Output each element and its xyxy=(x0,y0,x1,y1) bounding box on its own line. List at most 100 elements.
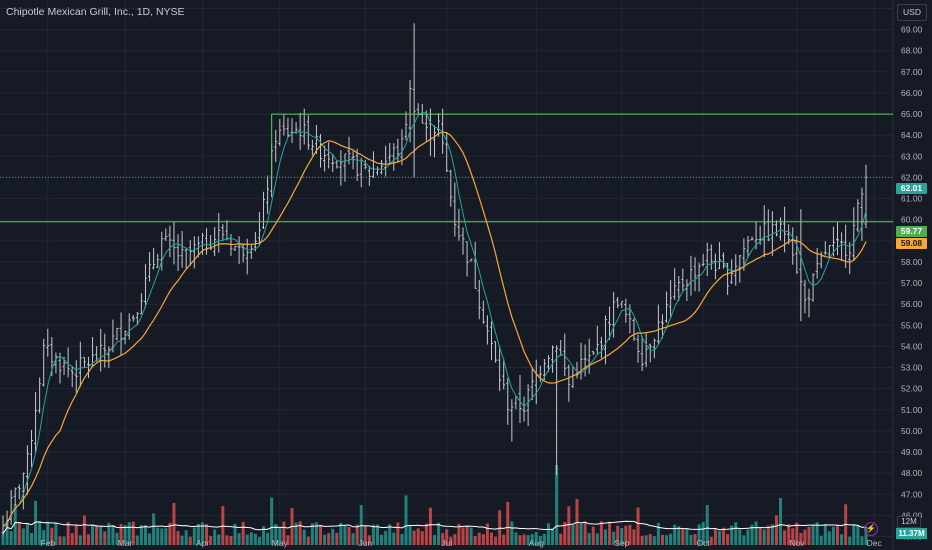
moving-averages xyxy=(2,111,867,527)
volume-bar xyxy=(205,524,209,545)
volume-bar xyxy=(58,536,62,545)
fast-ma-line xyxy=(2,111,867,527)
volume-bar xyxy=(648,534,652,545)
time-axis[interactable]: Feb Mar Apr May Jun Jul Aug Sep Oct Nov Dec xyxy=(40,538,882,548)
volume-bar xyxy=(738,529,742,545)
volume-bar xyxy=(852,524,856,545)
volume-bar xyxy=(709,536,713,545)
volume-bar xyxy=(274,524,278,545)
volume-bar xyxy=(526,535,530,545)
volume-bar xyxy=(494,536,498,545)
volume-bar xyxy=(477,532,481,545)
volume-bar xyxy=(441,533,445,545)
volume-bar xyxy=(253,533,257,545)
volume-bar xyxy=(176,531,180,545)
volume-bar xyxy=(534,531,538,545)
volume-bar xyxy=(168,522,172,545)
volume-bar xyxy=(396,522,400,545)
volume-bar xyxy=(803,529,807,545)
volume-bar xyxy=(705,505,709,545)
y-tick-label: 53.00 xyxy=(901,363,923,373)
volume-bar xyxy=(754,521,758,545)
volume-bar xyxy=(579,523,583,545)
volume-bar xyxy=(644,535,648,545)
volume-bar xyxy=(225,535,229,545)
volume-bar xyxy=(21,528,25,545)
volume-bar xyxy=(392,532,396,545)
volume-bar xyxy=(599,521,603,545)
volume-bar xyxy=(115,532,119,545)
volume-bar xyxy=(848,536,852,545)
y-tick-label: 68.00 xyxy=(901,46,923,56)
volume-bar xyxy=(836,525,840,545)
volume-bar xyxy=(25,523,29,545)
volume-bar xyxy=(192,527,196,545)
y-tick-label: 48.00 xyxy=(901,468,923,478)
volume-bar xyxy=(298,521,302,545)
volume-bar xyxy=(742,535,746,545)
volume-bar xyxy=(559,533,563,545)
volume-bar xyxy=(445,529,449,545)
currency-selector[interactable]: USD xyxy=(897,4,927,21)
volume-bar xyxy=(722,527,726,545)
volume-bar xyxy=(107,522,111,545)
volume-bar xyxy=(807,526,811,545)
volume-bar xyxy=(762,529,766,545)
volume-bar xyxy=(665,535,669,545)
volume-bar xyxy=(314,522,318,545)
volume-bar xyxy=(200,522,204,545)
volume-bar xyxy=(91,524,95,545)
x-tick-label: Aug xyxy=(529,538,544,548)
y-tick-label: 56.00 xyxy=(901,299,923,309)
volume-bar xyxy=(245,534,249,545)
volume-bar xyxy=(302,529,306,545)
volume-bar xyxy=(103,531,107,545)
y-tick-label: 55.00 xyxy=(901,320,923,330)
y-tick-label: 66.00 xyxy=(901,88,923,98)
volume-bar xyxy=(86,534,90,545)
volume-bar xyxy=(66,522,70,545)
volume-bar xyxy=(180,535,184,545)
volume-bar xyxy=(542,534,546,545)
y-tick-label: 61.00 xyxy=(901,194,923,204)
volume-bar xyxy=(587,533,591,545)
volume-bar xyxy=(701,522,705,545)
slow-ma-tag: 59.08 xyxy=(896,238,927,249)
volume-bar xyxy=(217,534,221,545)
volume-bar xyxy=(139,525,143,545)
volume-bar xyxy=(62,536,66,545)
volume-bar xyxy=(371,524,375,545)
volume-bar xyxy=(681,529,685,545)
volume-bar xyxy=(428,507,432,545)
volume-bar xyxy=(453,534,457,545)
volume-bar xyxy=(823,524,827,545)
volume-bar xyxy=(196,523,200,545)
volume-bar xyxy=(74,524,78,545)
volume-bar xyxy=(567,506,571,545)
volume-bar xyxy=(257,536,261,545)
volume-bar xyxy=(864,526,868,545)
volume-bar xyxy=(514,532,518,545)
volume-bar xyxy=(766,525,770,545)
volume-bar xyxy=(563,522,567,545)
volume-bar xyxy=(363,525,367,545)
volume-bar xyxy=(840,534,844,545)
volume-bar xyxy=(693,534,697,545)
volume-bar xyxy=(343,525,347,545)
horizontal-levels[interactable] xyxy=(0,113,893,223)
volume-bar xyxy=(294,522,298,545)
volume-bar xyxy=(860,536,864,545)
volume-bar xyxy=(437,522,441,545)
flash-icon[interactable]: ⚡ xyxy=(864,522,878,536)
volume-bar xyxy=(774,515,778,545)
volume-bar xyxy=(359,505,363,545)
volume-bar xyxy=(734,522,738,545)
volume-bar xyxy=(278,528,282,545)
volume-bar xyxy=(152,513,156,545)
volume-bar xyxy=(449,536,453,545)
y-tick-label: 69.00 xyxy=(901,25,923,35)
volume-bar xyxy=(620,528,624,545)
y-tick-label: 60.00 xyxy=(901,215,923,225)
